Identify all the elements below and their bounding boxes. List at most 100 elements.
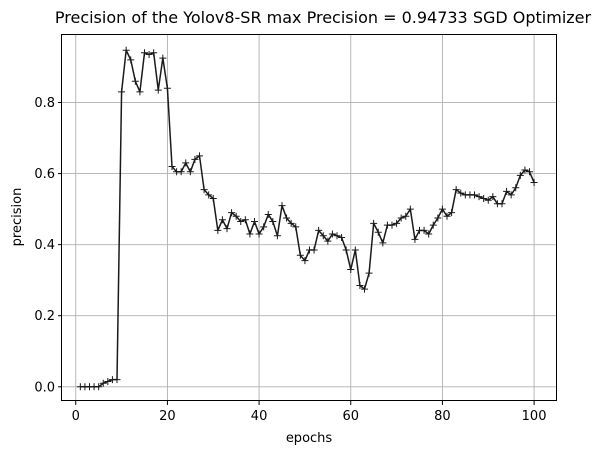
- data-point-marker: [177, 168, 185, 176]
- data-point-marker: [205, 191, 213, 199]
- data-point-marker: [356, 282, 364, 290]
- data-point-marker: [315, 226, 323, 234]
- data-point-marker: [260, 223, 268, 231]
- data-point-marker: [379, 239, 387, 247]
- data-point-marker: [347, 266, 355, 274]
- data-point-marker: [333, 232, 341, 240]
- data-point-marker: [269, 218, 277, 226]
- data-point-marker: [232, 212, 240, 220]
- data-point-marker: [411, 235, 419, 243]
- data-point-marker: [104, 377, 112, 385]
- data-point-marker: [127, 56, 135, 64]
- plot-area: [76, 46, 538, 391]
- data-point-marker: [273, 232, 281, 240]
- y-tick-label: 0.4: [34, 238, 55, 253]
- y-axis-label: precision: [10, 188, 25, 247]
- data-point-marker: [223, 225, 231, 233]
- data-point-marker: [287, 219, 295, 227]
- data-point-marker: [182, 159, 190, 167]
- x-tick-label: 0: [72, 409, 80, 424]
- data-point-marker: [351, 246, 359, 254]
- data-point-marker: [283, 214, 291, 222]
- data-point-marker: [154, 86, 162, 94]
- data-point-marker: [370, 219, 378, 227]
- data-point-marker: [186, 168, 194, 176]
- data-point-marker: [361, 285, 368, 293]
- data-point-marker: [443, 212, 451, 220]
- data-point-marker: [489, 193, 497, 201]
- data-point-marker: [393, 219, 401, 227]
- data-point-marker: [425, 230, 433, 238]
- data-point-marker: [324, 237, 332, 245]
- data-point-marker: [503, 187, 511, 195]
- data-point-marker: [150, 49, 158, 57]
- y-tick-label: 0.6: [34, 167, 55, 182]
- data-point-marker: [397, 214, 405, 222]
- data-point-marker: [95, 383, 103, 391]
- data-point-marker: [365, 269, 373, 277]
- data-point-marker: [141, 49, 148, 57]
- data-point-marker: [512, 184, 520, 192]
- data-point-marker: [255, 230, 263, 238]
- data-point-marker: [296, 251, 304, 259]
- y-tick-label: 0.8: [34, 96, 55, 111]
- data-point-marker: [278, 202, 286, 210]
- data-point-marker: [338, 234, 346, 242]
- data-point-marker: [402, 212, 410, 220]
- data-point-marker: [301, 257, 309, 265]
- series-line: [80, 49, 535, 388]
- data-point-marker: [251, 218, 258, 226]
- data-point-marker: [516, 171, 524, 179]
- data-point-marker: [521, 166, 529, 174]
- data-point-marker: [246, 230, 254, 238]
- x-axis-label: epochs: [286, 431, 333, 446]
- x-tick-label: 80: [434, 409, 451, 424]
- data-point-marker: [241, 216, 249, 224]
- data-point-marker: [480, 194, 488, 202]
- data-point-marker: [228, 209, 236, 217]
- data-point-marker: [159, 54, 167, 62]
- data-point-marker: [209, 194, 217, 202]
- data-point-marker: [113, 376, 121, 384]
- data-point-marker: [191, 155, 199, 163]
- data-point-marker: [145, 51, 153, 59]
- data-point-marker: [237, 218, 245, 226]
- data-point-marker: [196, 152, 203, 160]
- data-point-marker: [434, 214, 442, 222]
- data-point-marker: [429, 221, 437, 229]
- data-point-marker: [328, 230, 336, 238]
- x-tick-label: 60: [342, 409, 359, 424]
- data-point-marker: [122, 46, 130, 54]
- y-tick-label: 0.0: [34, 380, 55, 395]
- y-tick-label: 0.2: [34, 309, 55, 324]
- data-point-marker: [448, 209, 456, 217]
- data-point-marker: [475, 193, 483, 201]
- data-point-marker: [457, 189, 465, 197]
- data-point-marker: [420, 226, 428, 234]
- x-tick-label: 20: [159, 409, 176, 424]
- data-point-marker: [526, 168, 533, 176]
- data-point-marker: [264, 210, 272, 218]
- data-point-marker: [452, 186, 460, 194]
- data-point-marker: [218, 216, 226, 224]
- data-point-marker: [200, 186, 208, 194]
- x-tick-label: 100: [522, 409, 547, 424]
- data-point-marker: [214, 226, 222, 234]
- plot-frame: [61, 34, 557, 401]
- data-point-marker: [507, 191, 515, 199]
- x-tick-label: 40: [251, 409, 268, 424]
- data-point-marker: [484, 196, 492, 204]
- data-point-marker: [530, 178, 538, 186]
- data-point-marker: [342, 246, 350, 254]
- data-point-marker: [310, 246, 318, 254]
- axis-ticks: 0 20 40 60 80 100 0.0 0.2 0.4 0.6 0.8: [34, 96, 546, 424]
- chart-title: Precision of the Yolov8-SR max Precision…: [55, 8, 592, 27]
- data-point-marker: [319, 232, 327, 240]
- data-point-marker: [99, 379, 107, 387]
- data-point-marker: [163, 84, 171, 92]
- data-point-marker: [374, 228, 382, 236]
- grid: [62, 35, 557, 401]
- data-point-marker: [131, 77, 139, 85]
